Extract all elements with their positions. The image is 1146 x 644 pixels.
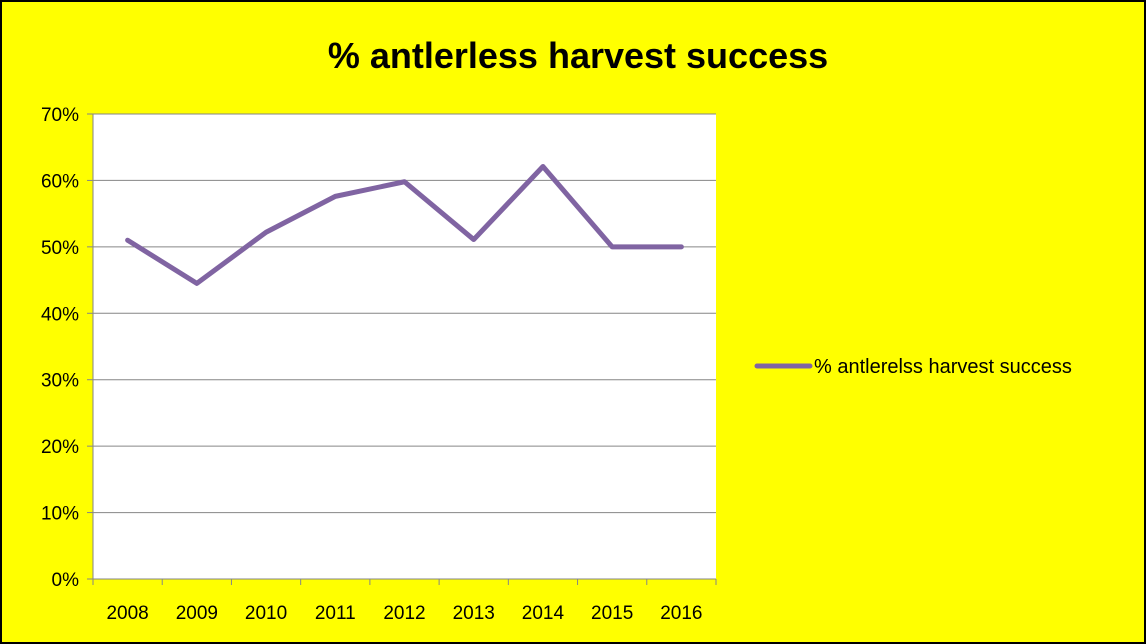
x-tick-label: 2008: [106, 603, 148, 624]
x-tick-label: 2012: [383, 603, 425, 624]
x-tick-label: 2011: [315, 603, 356, 624]
y-tick-label: 20%: [41, 437, 79, 458]
x-tick-label: 2015: [591, 603, 633, 624]
x-tick-label: 2013: [453, 603, 495, 624]
y-tick-label: 0%: [52, 570, 80, 591]
legend-label: % antlerelss harvest success: [814, 356, 1072, 378]
x-tick-label: 2014: [522, 603, 565, 624]
y-tick-label: 10%: [41, 504, 79, 525]
y-tick-label: 70%: [41, 105, 79, 126]
chart-title: % antlerless harvest success: [328, 35, 828, 76]
y-tick-label: 50%: [41, 238, 79, 259]
x-tick-label: 2016: [660, 603, 702, 624]
x-tick-label: 2010: [245, 603, 287, 624]
y-tick-label: 60%: [41, 171, 79, 192]
y-tick-label: 30%: [41, 371, 79, 392]
y-tick-label: 40%: [41, 304, 79, 325]
x-tick-label: 2009: [176, 603, 218, 624]
